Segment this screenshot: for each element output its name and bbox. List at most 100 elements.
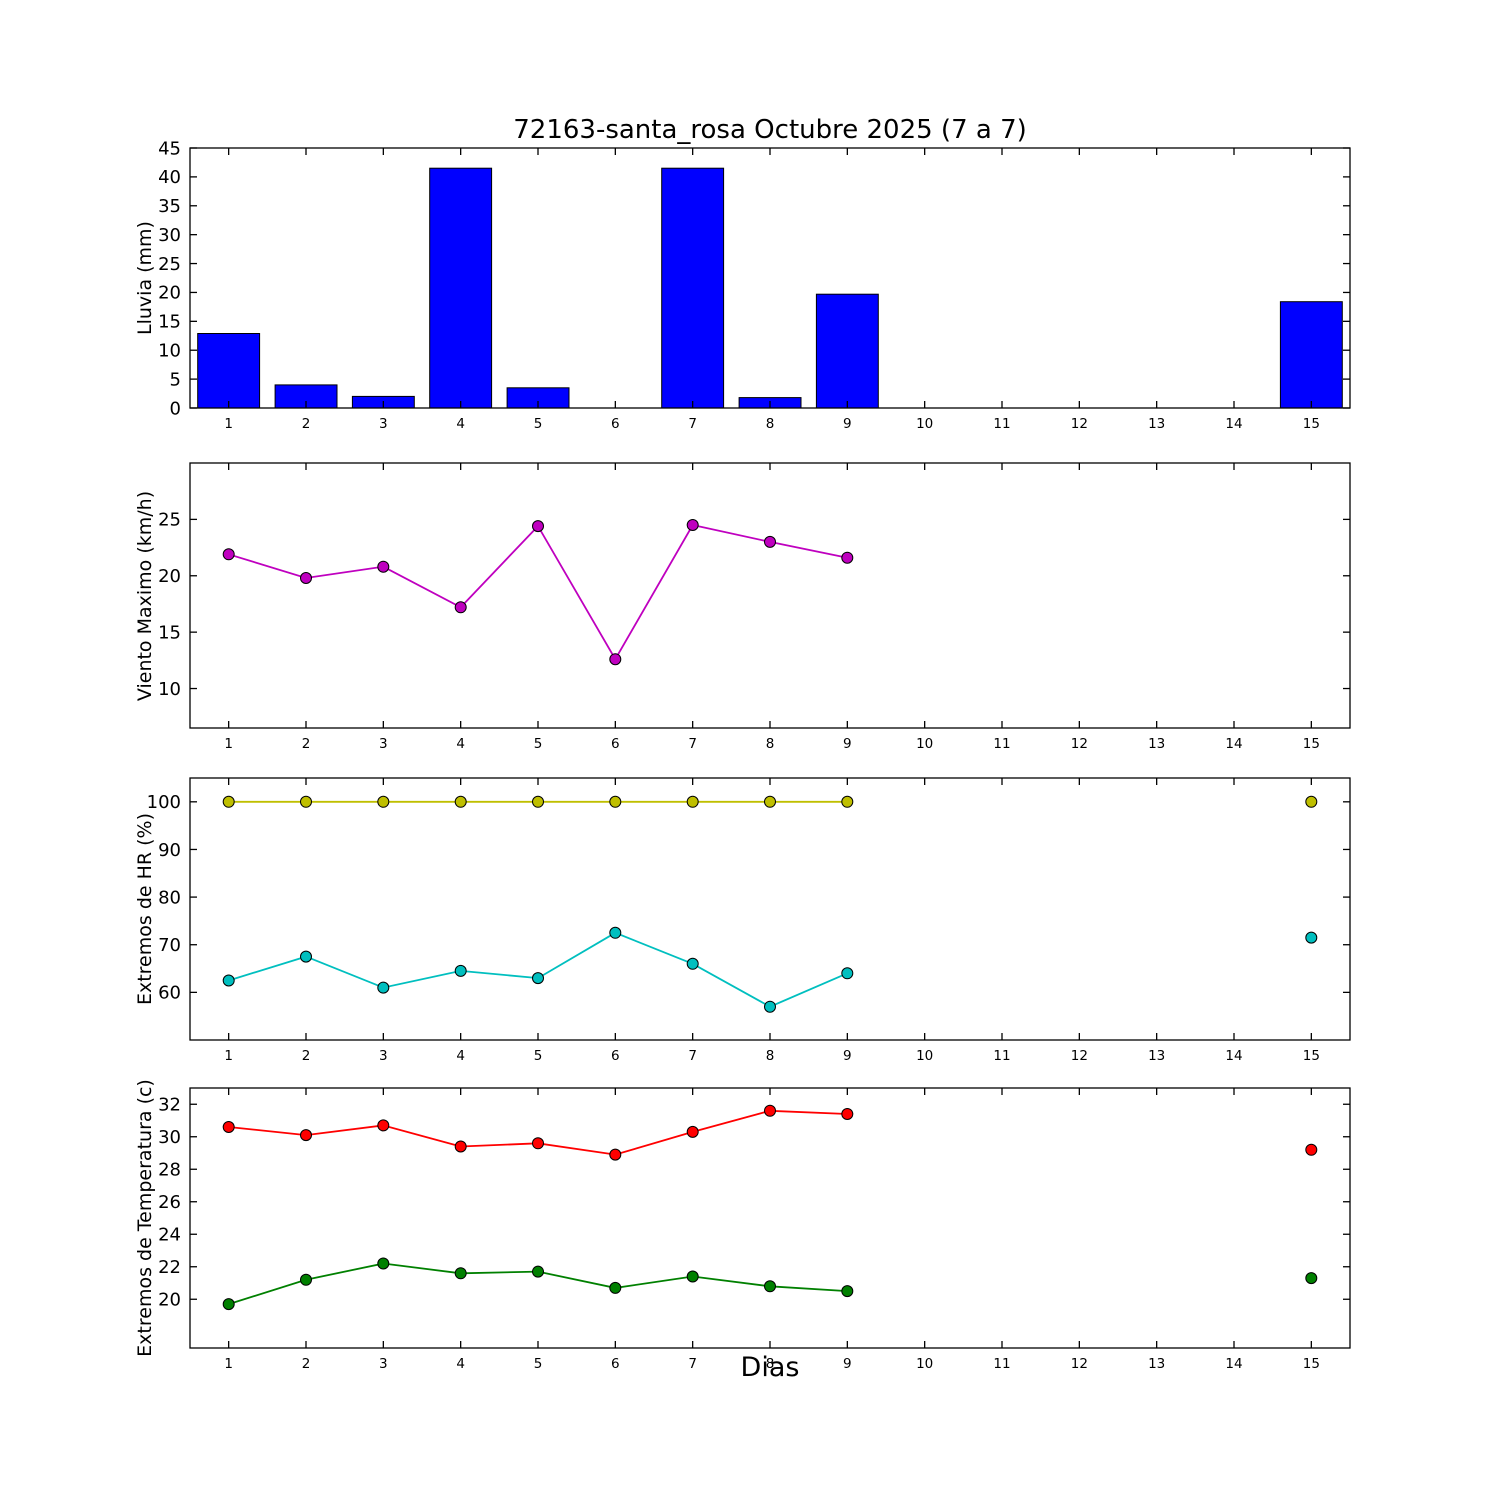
x-tick-label: 13 [1148, 736, 1165, 752]
figure-title: 72163-santa_rosa Octubre 2025 (7 a 7) [513, 115, 1027, 145]
marker-hr_minima-day-15 [1305, 931, 1318, 944]
marker-viento_maximo-day-8 [764, 535, 776, 548]
y-tick-label: 100 [147, 792, 181, 813]
marker-temperatura_minima-day-7 [686, 1270, 699, 1283]
marker-temperatura_maxima-day-5 [532, 1137, 544, 1150]
marker-hr_maxima-day-6 [609, 795, 622, 808]
x-tick-label: 1 [224, 736, 233, 752]
x-tick-label: 5 [534, 1356, 543, 1372]
x-tick-label: 10 [916, 1048, 933, 1064]
y-tick-label: 90 [158, 840, 181, 861]
x-tick-label: 11 [993, 736, 1010, 752]
x-tick-label: 3 [379, 416, 388, 432]
y-tick-label: 15 [158, 622, 181, 643]
x-tick-label: 8 [766, 736, 775, 752]
x-tick-label: 9 [843, 1356, 852, 1372]
xlabel-dias: Dias [740, 1352, 800, 1383]
marker-viento_maximo-day-1 [222, 548, 235, 561]
x-tick-label: 4 [456, 736, 465, 752]
marker-viento_maximo-day-2 [300, 572, 312, 584]
marker-hr_minima-day-6 [609, 926, 622, 939]
marker-hr_maxima-day-5 [532, 795, 544, 808]
marker-viento_maximo-day-9 [841, 551, 854, 564]
x-tick-label: 14 [1225, 416, 1242, 432]
axes-frame [189, 462, 1351, 729]
marker-temperatura_maxima-day-1 [222, 1121, 235, 1133]
y-tick-label: 25 [158, 254, 181, 275]
x-tick-label: 6 [611, 736, 620, 752]
marker-temperatura_minima-day-2 [300, 1273, 312, 1286]
axes-frame [189, 147, 1351, 409]
x-tick-label: 4 [456, 416, 465, 432]
marker-hr_maxima-day-3 [377, 795, 390, 808]
x-tick-label: 2 [302, 416, 311, 432]
marker-temperatura_minima-day-5 [532, 1265, 544, 1278]
marker-temperatura_maxima-day-2 [300, 1129, 312, 1142]
x-tick-label: 11 [993, 416, 1010, 432]
y-tick-label: 30 [158, 1127, 181, 1148]
marker-temperatura_maxima-day-3 [377, 1119, 390, 1132]
x-tick-label: 10 [916, 736, 933, 752]
marker-temperatura_minima-day-8 [764, 1280, 776, 1293]
y-tick-label: 15 [158, 312, 181, 333]
marker-temperatura_minima-day-1 [222, 1298, 235, 1311]
x-tick-label: 9 [843, 1048, 852, 1064]
marker-hr_minima-day-5 [532, 972, 544, 985]
x-tick-label: 1 [224, 1048, 233, 1064]
x-tick-label: 6 [611, 1048, 620, 1064]
marker-temperatura_maxima-day-4 [454, 1140, 467, 1153]
x-tick-label: 7 [688, 1356, 697, 1372]
x-tick-label: 7 [688, 736, 697, 752]
x-tick-label: 5 [534, 1048, 543, 1064]
x-tick-label: 7 [688, 1048, 697, 1064]
marker-temperatura_minima-day-9 [841, 1285, 854, 1298]
x-tick-label: 14 [1225, 1356, 1242, 1372]
marker-hr_minima-day-7 [686, 957, 699, 970]
x-tick-label: 4 [456, 1048, 465, 1064]
marker-hr_maxima-day-1 [222, 795, 235, 808]
x-tick-label: 13 [1148, 1356, 1165, 1372]
x-tick-label: 3 [379, 736, 388, 752]
y-tick-label: 32 [158, 1095, 181, 1116]
line-viento_maximo [228, 523, 848, 661]
marker-temperatura_maxima-day-6 [609, 1148, 622, 1161]
x-tick-label: 8 [766, 1048, 775, 1064]
marker-viento_maximo-day-4 [454, 601, 467, 614]
x-tick-label: 14 [1225, 1048, 1242, 1064]
y-tick-label: 70 [158, 935, 181, 956]
x-tick-label: 8 [766, 416, 775, 432]
x-tick-label: 6 [611, 1356, 620, 1372]
y-tick-label: 24 [158, 1225, 181, 1246]
x-tick-label: 15 [1303, 1048, 1320, 1064]
marker-hr_minima-day-3 [377, 981, 390, 994]
marker-temperatura_minima-day-3 [377, 1257, 390, 1270]
bar-day-4 [429, 167, 493, 409]
x-tick-label: 1 [224, 1356, 233, 1372]
x-tick-label: 12 [1071, 416, 1088, 432]
x-tick-label: 13 [1148, 1048, 1165, 1064]
x-tick-label: 2 [302, 1048, 311, 1064]
x-tick-label: 4 [456, 1356, 465, 1372]
x-tick-label: 8 [766, 1356, 775, 1372]
y-tick-label: 35 [158, 196, 181, 217]
x-tick-label: 14 [1225, 736, 1242, 752]
bar-day-1 [197, 333, 261, 409]
marker-temperatura_maxima-day-7 [686, 1125, 699, 1138]
bar-day-7 [661, 167, 725, 409]
x-tick-label: 12 [1071, 736, 1088, 752]
marker-hr_minima-day-2 [300, 950, 312, 963]
marker-temperatura_minima-day-6 [609, 1281, 622, 1294]
marker-temperatura_maxima-day-8 [764, 1104, 776, 1117]
marker-hr_minima-day-9 [841, 967, 854, 980]
x-tick-label: 6 [611, 416, 620, 432]
marker-hr_maxima-day-4 [454, 795, 467, 808]
y-tick-label: 10 [158, 679, 181, 700]
marker-temperatura_minima-day-15 [1305, 1272, 1318, 1285]
x-tick-label: 7 [688, 416, 697, 432]
x-tick-label: 9 [843, 416, 852, 432]
marker-hr_maxima-day-8 [764, 795, 776, 808]
x-tick-label: 11 [993, 1356, 1010, 1372]
y-tick-label: 45 [158, 138, 181, 159]
marker-hr_minima-day-4 [454, 964, 467, 977]
